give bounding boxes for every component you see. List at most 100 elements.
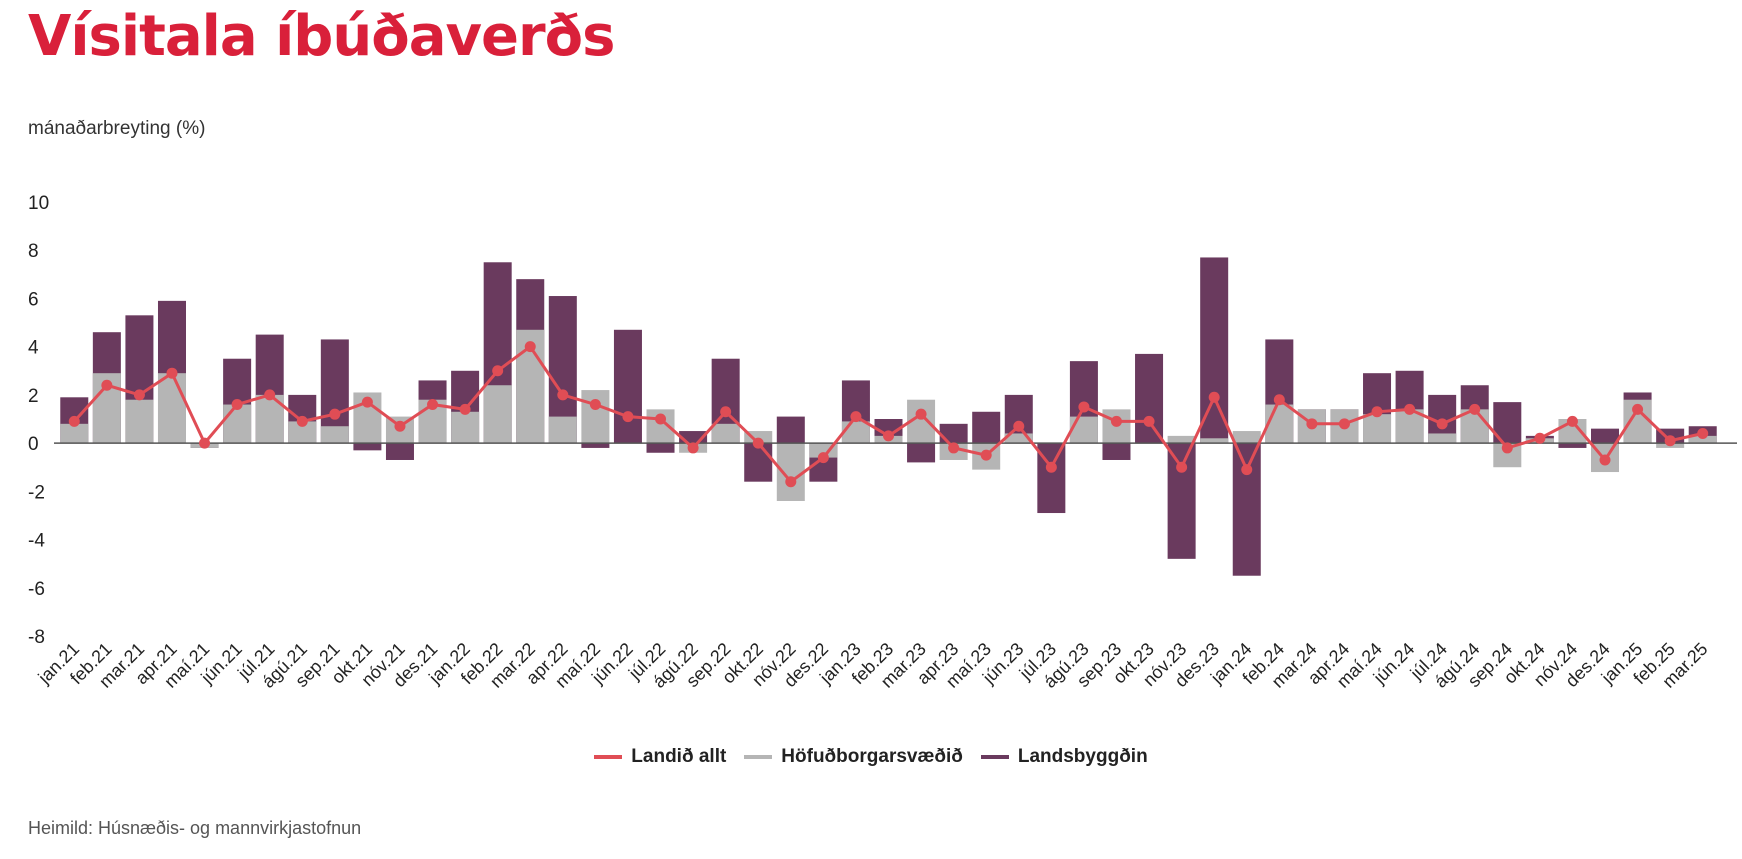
bar-landsbyggdin xyxy=(385,443,414,460)
legend-label-hofudborgarsvaedid: Höfuðborgarsvæðið xyxy=(781,746,963,767)
y-tick-label: -4 xyxy=(28,531,45,552)
bar-landsbyggdin xyxy=(581,443,610,448)
point-landid-allt xyxy=(1143,415,1155,427)
y-tick-label: -2 xyxy=(28,482,45,503)
point-landid-allt xyxy=(720,406,732,418)
point-landid-allt xyxy=(1599,454,1611,466)
y-tick-label: 10 xyxy=(28,193,49,214)
bar-hofudborgarsvaedid xyxy=(841,421,870,444)
point-landid-allt xyxy=(557,389,569,401)
y-tick-label: 2 xyxy=(28,386,39,407)
bar-landsbyggdin xyxy=(646,443,675,453)
point-landid-allt xyxy=(1110,415,1122,427)
landid-allt-points xyxy=(68,341,1709,488)
point-landid-allt xyxy=(1436,418,1448,430)
point-landid-allt xyxy=(133,389,145,401)
bar-landsbyggdin xyxy=(1167,443,1196,559)
point-landid-allt xyxy=(296,415,308,427)
bar-landsbyggdin xyxy=(939,423,968,444)
bar-hofudborgarsvaedid xyxy=(1069,416,1098,444)
bar-hofudborgarsvaedid xyxy=(125,399,154,444)
legend-item-landsbyggdin: Landsbyggðin xyxy=(980,746,1148,768)
bar-hofudborgarsvaedid xyxy=(451,411,480,444)
point-landid-allt xyxy=(231,399,243,411)
bar-hofudborgarsvaedid xyxy=(1688,435,1717,444)
point-landid-allt xyxy=(1469,403,1481,415)
point-landid-allt xyxy=(948,442,960,454)
point-landid-allt xyxy=(166,367,178,379)
point-landid-allt xyxy=(1176,461,1188,473)
point-landid-allt xyxy=(68,415,80,427)
bar-hofudborgarsvaedid xyxy=(60,423,89,444)
y-axis-unit-label: mánaðarbreyting (%) xyxy=(28,118,206,139)
source-note: Heimild: Húsnæðis- og mannvirkjastofnun xyxy=(28,818,362,838)
point-landid-allt xyxy=(427,399,439,411)
landid-allt-line xyxy=(73,344,1704,484)
bar-hofudborgarsvaedid xyxy=(320,426,349,444)
point-landid-allt xyxy=(883,430,894,442)
point-landid-allt xyxy=(101,379,113,391)
legend: Landið allt Höfuðborgarsvæðið Landsbyggð… xyxy=(0,746,1742,768)
bar-hofudborgarsvaedid xyxy=(1167,435,1196,444)
bar-hofudborgarsvaedid xyxy=(288,421,317,444)
bar-hofudborgarsvaedid xyxy=(1265,404,1294,444)
bar-landsbyggdin xyxy=(353,443,382,451)
point-landid-allt xyxy=(915,408,927,420)
point-landid-allt xyxy=(980,449,992,461)
legend-swatch-landid-allt xyxy=(594,755,623,759)
bar-hofudborgarsvaedid xyxy=(483,385,512,444)
bar-hofudborgarsvaedid xyxy=(157,373,186,444)
point-landid-allt xyxy=(524,341,536,353)
bar-landsbyggdin xyxy=(1591,428,1620,444)
bar-landsbyggdin xyxy=(972,411,1001,444)
bar-hofudborgarsvaedid xyxy=(711,423,740,444)
bar-landsbyggdin xyxy=(613,329,642,444)
point-landid-allt xyxy=(752,437,764,449)
chart-title: Vísitala íbúðaverðs xyxy=(28,4,615,69)
point-landid-allt xyxy=(1013,420,1025,432)
point-landid-allt xyxy=(1664,435,1676,447)
point-landid-allt xyxy=(1632,403,1644,415)
bar-landsbyggdin xyxy=(1558,443,1587,448)
point-landid-allt xyxy=(329,408,341,420)
legend-item-landid-allt: Landið allt xyxy=(594,746,726,768)
bar-hofudborgarsvaedid xyxy=(1363,414,1392,444)
point-landid-allt xyxy=(394,420,406,432)
point-landid-allt xyxy=(1697,427,1709,439)
y-tick-label: -6 xyxy=(28,579,45,600)
legend-swatch-landsbyggdin xyxy=(980,755,1009,759)
y-tick-label: 0 xyxy=(28,434,39,455)
bar-hofudborgarsvaedid xyxy=(581,390,610,444)
chart-plot: 10 8 6 4 2 0 -2 -4 -6 -8 jan.21feb.21mar.21apr.21… xyxy=(28,193,1737,692)
bar-landsbyggdin xyxy=(1102,443,1131,460)
point-landid-allt xyxy=(589,399,601,411)
point-landid-allt xyxy=(1566,415,1578,427)
legend-label-landid-allt: Landið allt xyxy=(631,746,727,767)
bar-landsbyggdin xyxy=(776,416,805,444)
point-landid-allt xyxy=(361,396,373,408)
point-landid-allt xyxy=(1078,401,1090,413)
y-axis-ticks: 10 8 6 4 2 0 -2 -4 -6 -8 xyxy=(28,193,49,648)
legend-item-hofudborgarsvaedid: Höfuðborgarsvæðið xyxy=(744,746,963,768)
point-landid-allt xyxy=(1534,432,1546,444)
point-landid-allt xyxy=(687,442,699,454)
point-landid-allt xyxy=(785,476,797,488)
bar-hofudborgarsvaedid xyxy=(1232,431,1261,444)
point-landid-allt xyxy=(1241,464,1253,476)
bar-hofudborgarsvaedid xyxy=(223,404,252,444)
bar-landsbyggdin xyxy=(744,443,773,482)
legend-label-landsbyggdin: Landsbyggðin xyxy=(1017,746,1148,767)
y-tick-label: 8 xyxy=(28,241,39,262)
x-axis-ticks: jan.21feb.21mar.21apr.21maí.21jún.21júl.… xyxy=(34,639,1712,692)
bar-hofudborgarsvaedid xyxy=(1200,438,1229,444)
point-landid-allt xyxy=(492,365,504,377)
point-landid-allt xyxy=(655,413,667,425)
bar-hofudborgarsvaedid xyxy=(1428,433,1457,444)
point-landid-allt xyxy=(264,389,276,401)
point-landid-allt xyxy=(622,411,634,423)
legend-swatch-hofudborgarsvaedid xyxy=(744,755,773,759)
bar-landsbyggdin xyxy=(320,339,349,444)
point-landid-allt xyxy=(850,411,862,423)
point-landid-allt xyxy=(1404,403,1416,415)
point-landid-allt xyxy=(459,403,471,415)
